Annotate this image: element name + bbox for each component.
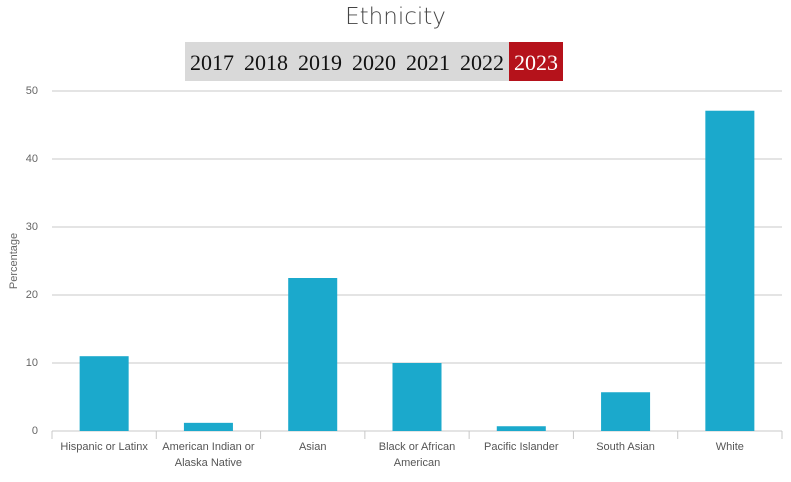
- y-axis-label: Percentage: [8, 233, 20, 289]
- chart-title: Ethnicity: [345, 4, 446, 30]
- bar: [183, 422, 233, 431]
- x-tick-label: White: [715, 441, 744, 453]
- x-tick-label: Black or African American: [378, 441, 456, 469]
- year-tab[interactable]: 2022: [460, 50, 504, 75]
- bar: [496, 426, 546, 431]
- year-tab[interactable]: 2017: [190, 50, 234, 75]
- bar: [705, 110, 755, 431]
- year-tabs: 2017 2018 2019 2020 2021 2022 2023: [185, 42, 563, 81]
- year-tab[interactable]: 2023: [509, 42, 563, 81]
- y-tick-label: 10: [26, 357, 38, 369]
- x-tick-label: Asian: [298, 441, 327, 453]
- x-tick-label: Pacific Islander: [483, 441, 559, 453]
- bar: [288, 278, 338, 431]
- year-tab[interactable]: 2021: [406, 50, 450, 75]
- bar: [392, 363, 442, 431]
- year-tab[interactable]: 2020: [352, 50, 396, 75]
- y-tick-label: 40: [26, 153, 38, 165]
- bar: [601, 392, 651, 431]
- year-tab[interactable]: 2018: [244, 50, 288, 75]
- y-tick-label: 50: [26, 85, 38, 97]
- year-tab[interactable]: 2019: [298, 50, 342, 75]
- y-tick-label: 20: [26, 289, 38, 301]
- y-tick-label: 0: [32, 425, 38, 437]
- x-tick-label: Hispanic or Latinx: [60, 441, 148, 453]
- x-tick-label: South Asian: [596, 441, 655, 453]
- y-tick-label: 30: [26, 221, 38, 233]
- x-tick-label: American Indian or Alaska Native: [162, 441, 255, 469]
- bar: [79, 356, 129, 431]
